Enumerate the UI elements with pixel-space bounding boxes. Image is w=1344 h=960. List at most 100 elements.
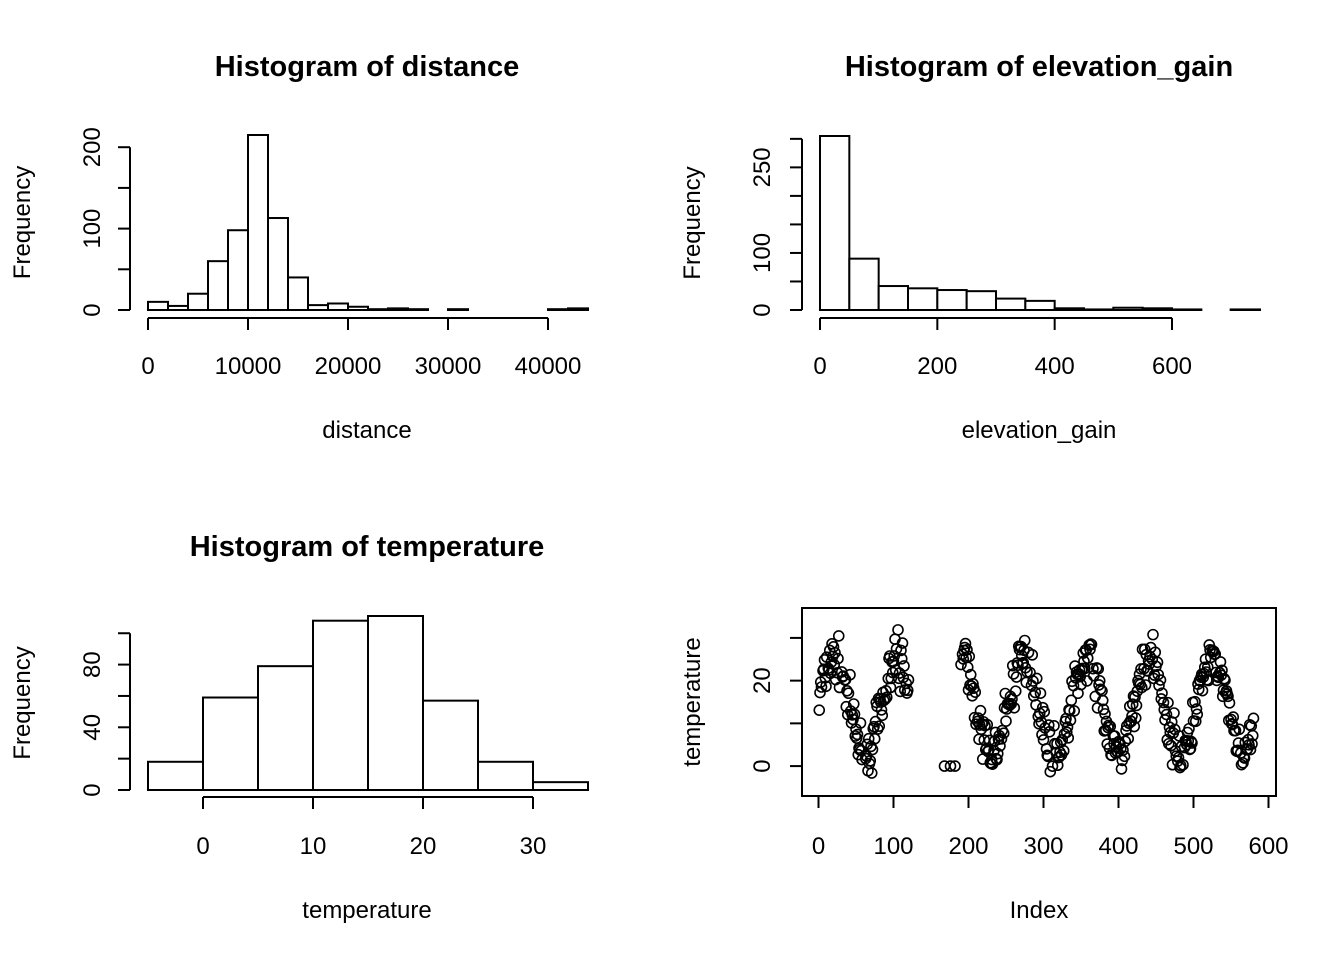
- scatter-point: [949, 760, 961, 772]
- scatter-point: [963, 650, 976, 663]
- scatter-point: [1046, 760, 1059, 772]
- scatter-point: [892, 624, 904, 636]
- scatter-point: [1157, 696, 1170, 709]
- elevation-histogram: Histogram of elevation_gain 0 200 400 600 0 10…: [679, 51, 1261, 444]
- elevation-x-tick-label: 200: [917, 353, 957, 380]
- scatter-point: [866, 743, 879, 756]
- temperature-x-label: temperature: [302, 897, 431, 924]
- scatter-point: [851, 728, 864, 741]
- scatter-point: [844, 668, 856, 681]
- scatter-point: [997, 727, 1010, 740]
- scatter-point: [1223, 697, 1236, 709]
- scatter-point: [862, 732, 875, 745]
- elevation-bar: [936, 289, 968, 311]
- scatter-point: [1009, 685, 1022, 697]
- scatter-x-tick-label: 0: [812, 833, 825, 860]
- scatter-point: [1007, 668, 1020, 680]
- distance-bar: [267, 217, 289, 311]
- scatter-point: [833, 681, 846, 694]
- scatter-x-tick-label: 500: [1173, 833, 1213, 860]
- scatter-point: [1189, 715, 1202, 728]
- elevation-bar: [1083, 308, 1115, 311]
- scatter-point: [1237, 757, 1249, 769]
- distance-bar: [447, 308, 469, 311]
- elevation-bar: [907, 287, 939, 312]
- distance-bar: [287, 276, 309, 312]
- elevation-bar: [877, 285, 910, 311]
- scatter-point: [864, 754, 877, 767]
- distance-title: Histogram of distance: [215, 51, 520, 83]
- scatter-point: [1153, 679, 1165, 692]
- distance-x-label: distance: [322, 417, 411, 444]
- temperature-y-label: Frequency: [9, 646, 36, 759]
- scatter-point: [880, 691, 893, 704]
- temperature-bar: [312, 619, 369, 791]
- scatter-point: [1227, 711, 1240, 723]
- scatter-point: [848, 708, 861, 721]
- scatter-x-tick-label: 200: [948, 833, 988, 860]
- scatter-point: [1214, 656, 1227, 668]
- distance-x-tick-label: 20000: [315, 353, 382, 380]
- scatter-point: [1154, 674, 1167, 686]
- scatter-point: [1029, 686, 1042, 699]
- scatter-point: [1246, 729, 1259, 742]
- temperature-bar: [147, 760, 204, 792]
- scatter-x-tick-label: 100: [873, 833, 913, 860]
- scatter-point: [1008, 701, 1021, 714]
- distance-bar: [547, 308, 569, 311]
- scatter-point: [1246, 738, 1258, 750]
- scatter-point: [959, 637, 972, 650]
- scatter-point: [995, 733, 1008, 745]
- elevation-y-tick-label: 100: [749, 233, 776, 273]
- scatter-point: [1186, 737, 1198, 749]
- scatter-point: [1152, 668, 1165, 681]
- elevation-bar: [1229, 308, 1261, 311]
- scatter-x-tick-label: 300: [1023, 833, 1063, 860]
- elevation-y-label: Frequency: [679, 166, 706, 279]
- scatter-point: [989, 726, 1002, 739]
- scatter-point: [1092, 663, 1105, 675]
- scatter-point: [886, 666, 899, 679]
- scatter-point: [1084, 643, 1096, 656]
- elevation-x-tick-label: 600: [1152, 353, 1192, 380]
- scatter-point: [895, 644, 907, 657]
- scatter-point: [884, 681, 897, 694]
- elevation-bar: [848, 257, 880, 311]
- scatter-point: [1191, 708, 1204, 721]
- distance-bar: [147, 300, 169, 312]
- scatter-point: [820, 680, 832, 693]
- scatter-point: [1235, 758, 1248, 771]
- scatter-point: [1247, 712, 1260, 725]
- scatter-y-tick-label: 0: [749, 759, 776, 772]
- scatter-point: [1061, 721, 1074, 733]
- distance-y-label: Frequency: [9, 166, 36, 279]
- scatter-point: [873, 720, 886, 732]
- scatter-point: [1163, 721, 1176, 734]
- scatter-point: [1068, 705, 1081, 717]
- elevation-bar: [995, 297, 1027, 311]
- scatter-point: [961, 643, 973, 656]
- scatter-point: [1099, 708, 1111, 720]
- temperature-index-scatter: 0 100 200 300 400 500 600 0 20 Index temperature: [679, 607, 1289, 924]
- scatter-point: [1129, 691, 1141, 703]
- scatter-y-tick-label: 20: [749, 667, 776, 694]
- temperature-y-tick-label: 40: [79, 714, 106, 741]
- temperature-x-tick-label: 20: [410, 833, 437, 860]
- scatter-point: [966, 690, 979, 702]
- scatter-point: [895, 652, 908, 665]
- scatter-x-tick-label: 600: [1248, 833, 1288, 860]
- scatter-point: [1035, 716, 1048, 728]
- elevation-y-tick-label: 0: [749, 303, 776, 316]
- scatter-point: [823, 644, 836, 657]
- distance-y-tick-label: 0: [79, 303, 106, 316]
- scatter-point: [1199, 653, 1212, 666]
- scatter-point: [1147, 628, 1159, 641]
- scatter-point: [1040, 743, 1053, 755]
- scatter-point: [981, 718, 994, 731]
- scatter-point: [1075, 678, 1087, 691]
- scatter-point: [1130, 699, 1143, 712]
- scatter-point: [1115, 763, 1128, 775]
- scatter-point: [961, 661, 974, 673]
- temperature-y-tick-label: 0: [79, 783, 106, 796]
- scatter-point: [1243, 718, 1256, 731]
